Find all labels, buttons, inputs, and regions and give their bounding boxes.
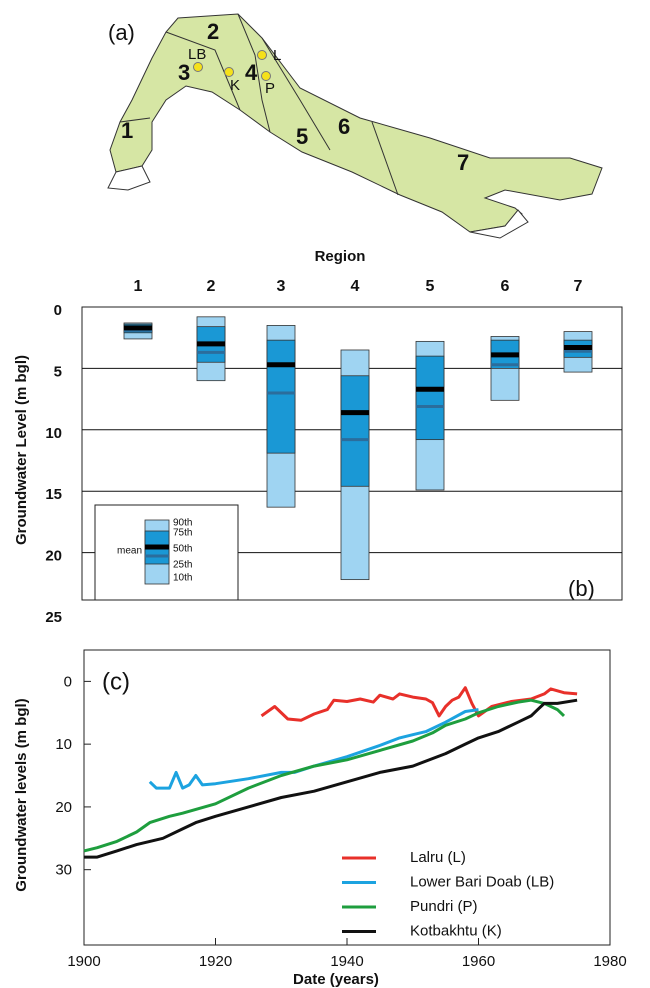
y-tick-label: 20 [45, 548, 62, 565]
region-label: 5 [296, 124, 308, 149]
site-label: LB [188, 46, 206, 63]
map-boundary [261, 37, 331, 151]
y-tick-label: 30 [55, 862, 72, 879]
site-label: L [273, 47, 281, 64]
legend-label: 10th [173, 573, 192, 584]
map-boundary [119, 117, 151, 123]
legend-label: 90th [173, 518, 192, 529]
series-line [83, 698, 566, 853]
map-boundary [371, 121, 399, 196]
box-iqr [266, 339, 296, 454]
legend-label: 50th [173, 544, 192, 555]
panel-label: (c) [102, 668, 130, 695]
y-tick-label: 15 [45, 486, 62, 503]
map-outside [469, 209, 529, 239]
box-iqr [415, 355, 445, 441]
y-tick-label: 20 [55, 799, 72, 816]
site-marker [193, 62, 203, 72]
legend-label: mean [117, 546, 142, 557]
legend-label: Lalru (L) [410, 849, 466, 866]
site-marker [224, 67, 234, 77]
map [107, 13, 603, 239]
y-tick-label: 0 [54, 302, 62, 319]
region-label: 3 [178, 60, 190, 85]
x-tick-label: 1900 [67, 953, 100, 970]
y-tick-label: 0 [64, 673, 72, 690]
map-boundary [237, 13, 271, 133]
legend-label: Pundri (P) [410, 898, 478, 915]
x-axis-title: Region [315, 248, 366, 265]
x-tick-label: 3 [277, 278, 286, 295]
y-tick-label: 10 [55, 736, 72, 753]
y-tick-label: 10 [45, 425, 62, 442]
x-tick-label: 6 [501, 278, 510, 295]
x-tick-label: 1940 [330, 953, 363, 970]
y-tick-label: 25 [45, 609, 62, 626]
panel-label: (a) [108, 20, 135, 45]
region-label: 1 [121, 118, 133, 143]
region-label: 7 [457, 150, 469, 175]
x-tick-label: 1 [134, 278, 143, 295]
region-label: 4 [245, 60, 258, 85]
map-outside [107, 165, 151, 191]
x-tick-label: 1960 [462, 953, 495, 970]
x-tick-label: 5 [426, 278, 435, 295]
y-axis-title: Groundwater levels (m bgl) [13, 698, 30, 891]
series-line [260, 686, 578, 722]
x-axis-title: Date (years) [293, 971, 379, 988]
box-iqr [340, 375, 370, 487]
map-region-outline [109, 13, 603, 233]
x-tick-label: 7 [574, 278, 583, 295]
site-marker [261, 71, 271, 81]
plot-frame [81, 306, 623, 601]
region-label: 2 [207, 19, 219, 44]
region-label: 6 [338, 114, 350, 139]
site-label: P [265, 80, 275, 97]
y-tick-label: 5 [54, 363, 62, 380]
x-tick-label: 1980 [593, 953, 626, 970]
series-line [84, 698, 578, 859]
series-line [148, 708, 479, 790]
legend-label: 25th [173, 560, 192, 571]
legend-label: Kotbakhtu (K) [410, 922, 502, 939]
panel-label: (b) [568, 576, 595, 601]
x-tick-label: 2 [207, 278, 216, 295]
y-axis-title: Groundwater Level (m bgl) [13, 355, 30, 545]
plot-frame [83, 649, 611, 946]
site-marker [257, 50, 267, 60]
legend-label: 75th [173, 528, 192, 539]
legend-label: Lower Bari Doab (LB) [410, 873, 554, 890]
x-tick-label: 4 [351, 278, 360, 295]
x-tick-label: 1920 [199, 953, 232, 970]
site-label: K [230, 77, 240, 94]
map-boundary [165, 31, 241, 111]
